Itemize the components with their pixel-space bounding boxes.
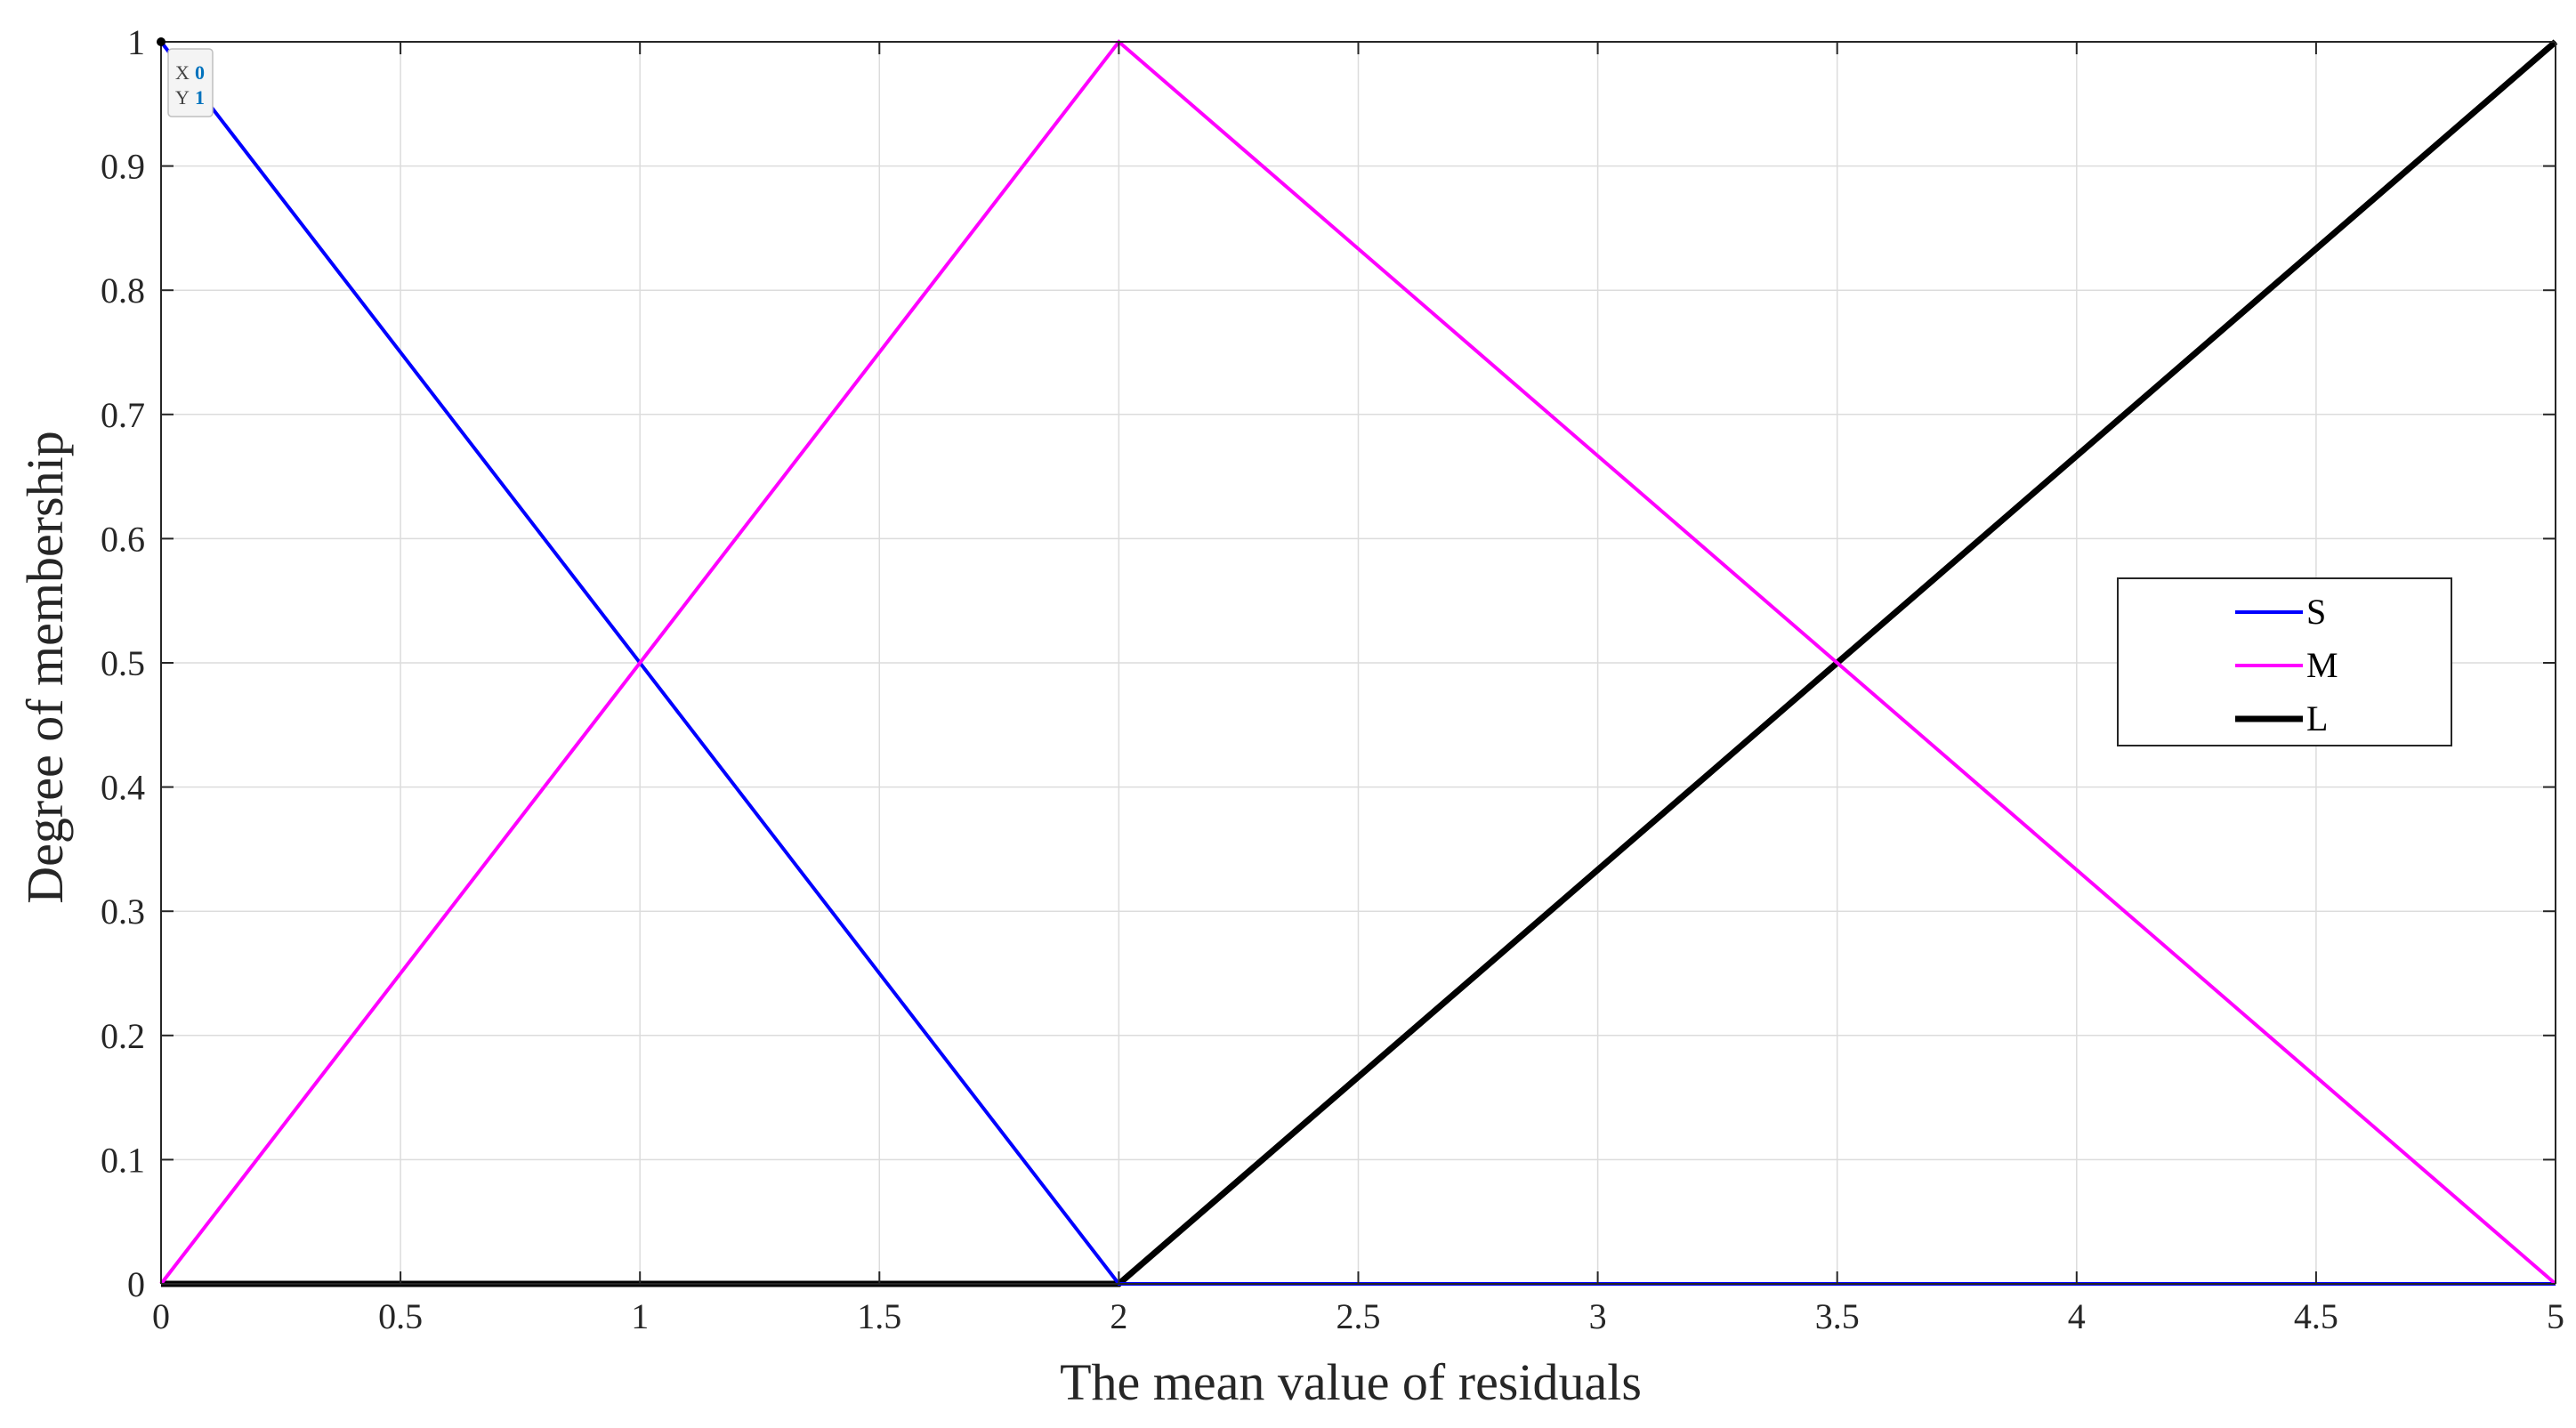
datatip-value: 1	[195, 86, 205, 109]
y-tick-label: 0.1	[101, 1140, 145, 1180]
y-tick-label: 0.6	[101, 519, 145, 559]
x-tick-label: 1	[631, 1296, 649, 1336]
axes	[160, 41, 2556, 1285]
legend[interactable]: SML	[2117, 577, 2452, 746]
y-axis-label: Degree of membership	[16, 431, 74, 903]
legend-label-l: L	[2306, 698, 2328, 738]
y-tick-label: 0.8	[101, 270, 145, 311]
x-tick-label: 0	[152, 1296, 170, 1336]
datatip-label: X	[175, 61, 190, 84]
y-tick-label: 0.4	[101, 768, 145, 808]
y-tick-label: 0	[127, 1264, 145, 1304]
tick-labels: 0 0.5 1 1.5 2 2.5 3 3.5 4 4.5 5 0 0.1 0.2 0.3 0.4 0.5 0.6…	[101, 22, 2564, 1336]
x-tick-label: 2.5	[1336, 1296, 1381, 1336]
y-tick-label: 0.5	[101, 643, 145, 683]
x-tick-label: 3.5	[1815, 1296, 1860, 1336]
y-tick-label: 0.3	[101, 891, 145, 932]
y-tick-label: 0.2	[101, 1016, 145, 1056]
x-axis-label: The mean value of residuals	[1060, 1353, 1642, 1411]
datatip-value: 0	[195, 61, 205, 84]
x-tick-label: 2	[1110, 1296, 1127, 1336]
legend-label-m: M	[2306, 645, 2338, 685]
legend-label-s: S	[2306, 592, 2326, 632]
datatip-label: Y	[175, 86, 190, 109]
y-tick-label: 0.7	[101, 395, 145, 435]
y-tick-label: 0.9	[101, 147, 145, 187]
x-tick-label: 3	[1589, 1296, 1607, 1336]
data-tip[interactable]: X 0Y 1	[157, 37, 214, 117]
datatip-box	[167, 48, 214, 117]
x-tick-label: 4.5	[2294, 1296, 2338, 1336]
y-tick-label: 1	[127, 22, 145, 62]
datatip-marker	[157, 37, 166, 46]
x-tick-label: 1.5	[857, 1296, 901, 1336]
x-tick-label: 0.5	[378, 1296, 423, 1336]
x-tick-label: 4	[2068, 1296, 2086, 1336]
x-tick-label: 5	[2547, 1296, 2564, 1336]
